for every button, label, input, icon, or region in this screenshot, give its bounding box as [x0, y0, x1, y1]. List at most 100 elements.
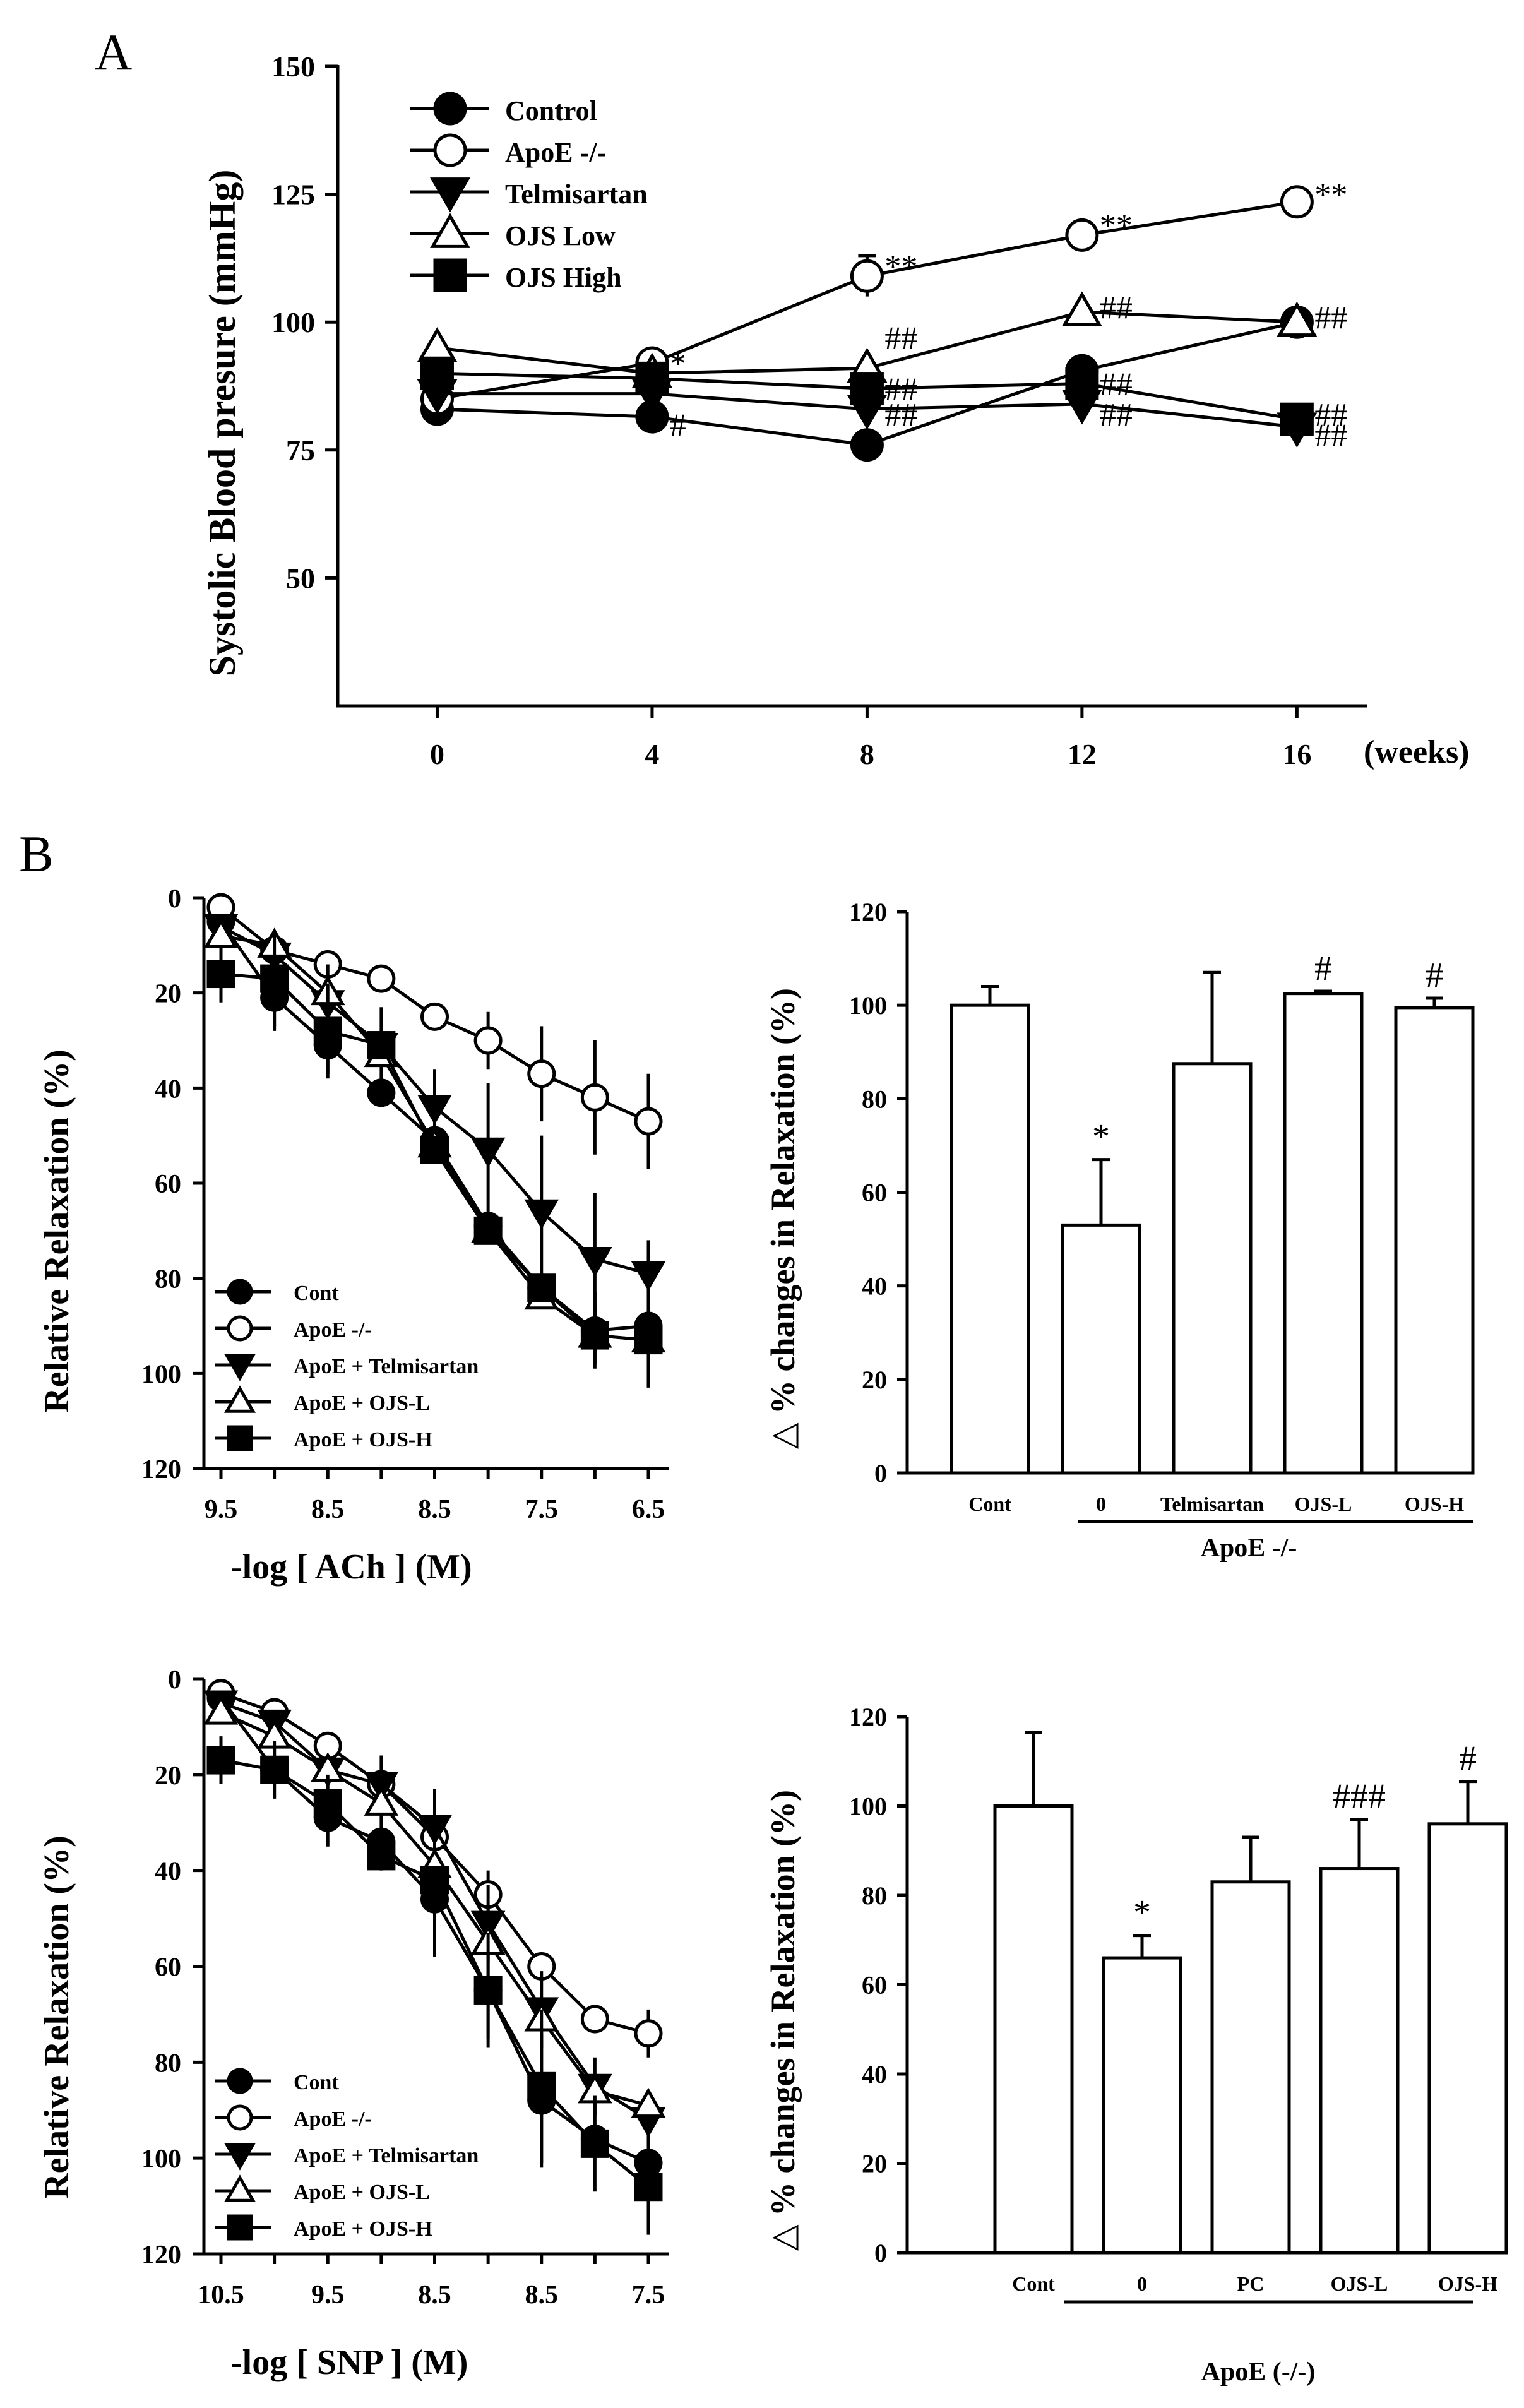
data-point	[470, 1137, 506, 1168]
data-point	[473, 1026, 503, 1055]
category-label: Cont	[968, 1493, 1011, 1515]
panel-a-legend-marker	[433, 133, 467, 167]
panel-a-x-tick-label: 16	[1282, 738, 1311, 770]
data-point	[580, 2005, 609, 2034]
panel-a-data-point	[1277, 301, 1318, 337]
panel-a-legend-label: OJS High	[505, 262, 622, 293]
category-label: OJS-L	[1331, 2272, 1388, 2295]
x-tick-label: 7.5	[632, 2280, 665, 2310]
panel-a-axes	[336, 65, 1367, 708]
y-tick-label: 0	[168, 1666, 181, 1695]
significance-mark: ###	[1333, 1777, 1386, 1816]
data-point	[260, 964, 289, 993]
legend-marker	[223, 1354, 256, 1381]
panel-a-data-point	[1280, 402, 1314, 436]
panel-a-significance-mark: ##	[1314, 417, 1347, 453]
data-point	[578, 1247, 612, 1277]
data-point	[203, 1695, 239, 1725]
y-tick-label: 40	[155, 1075, 181, 1104]
data-point	[634, 2019, 663, 2048]
bar	[1210, 1880, 1291, 2255]
panel-a-data-point	[1065, 366, 1099, 400]
panel-a-legend-marker	[430, 213, 470, 248]
category-label: OJS-H	[1405, 1493, 1464, 1515]
panel-b3-y-axis-title: Relative Relaxation (%)	[37, 1835, 76, 2198]
panel-a-data-point	[1061, 291, 1102, 326]
legend-label: ApoE + OJS-L	[294, 2181, 430, 2204]
panel-b3-series	[203, 1679, 666, 2235]
significance-mark: #	[1314, 949, 1332, 988]
panel-a-y-ticks: 50 75 100 125 150	[271, 51, 338, 594]
panel-b1-legend: Cont ApoE -/- ApoE + Telmisartan ApoE + OJS…	[215, 1279, 479, 1451]
y-tick-label: 60	[155, 1953, 181, 1982]
y-tick-label: 40	[862, 2060, 887, 2089]
category-label: Telmisartan	[1160, 1493, 1264, 1515]
y-tick-label: 100	[849, 991, 887, 1020]
data-point	[527, 2071, 556, 2101]
panel-a-significance-mark: ##	[884, 372, 917, 408]
panel-a-significance-mark: ##	[884, 397, 917, 433]
significance-mark: #	[1426, 956, 1443, 995]
y-tick-label: 120	[849, 1703, 887, 1731]
bar	[1283, 992, 1364, 1475]
x-tick-label: 8.5	[311, 1495, 345, 1524]
data-point	[473, 1976, 503, 2005]
panel-a-y-tick-label: 50	[286, 562, 315, 594]
legend-marker	[223, 2143, 256, 2171]
panel-a-significance-mark: **	[1314, 177, 1347, 213]
legend-label: ApoE + Telmisartan	[294, 2144, 479, 2167]
legend-marker	[227, 2104, 253, 2131]
y-tick-label: 0	[874, 2239, 887, 2267]
panel-b2-y-ticks: 0 20 40 60 80 100 120	[849, 898, 907, 1487]
panel-b3-y-ticks: 0 20 40 60 80 100 120	[141, 1666, 204, 2270]
y-tick-label: 20	[862, 1366, 887, 1394]
y-tick-label: 80	[155, 1265, 181, 1294]
y-tick-label: 120	[141, 1455, 181, 1484]
panel-b4-snp-bars: △ % changes in Relaxation (%) ApoE (-/-)…	[764, 1703, 1508, 2387]
panel-a-data-point	[635, 361, 669, 395]
data-point	[580, 1321, 609, 1350]
x-tick-label: 10.5	[198, 2280, 244, 2310]
panel-b3-snp-curve: Relative Relaxation (%) -log [ SNP ] (M)…	[37, 1666, 669, 2382]
panel-b4-bars: Cont 0 * PC OJS-L ### OJS-H #	[993, 1731, 1508, 2295]
legend-label: ApoE + OJS-L	[294, 1392, 430, 1415]
panel-b1-series	[203, 893, 666, 1388]
panel-a-legend-marker	[433, 258, 467, 292]
panel-b3-axes	[202, 1679, 669, 2256]
y-tick-label: 100	[141, 1360, 181, 1389]
y-tick-label: 40	[155, 1857, 181, 1886]
panel-a-data-point	[850, 259, 884, 293]
y-tick-label: 80	[862, 1881, 887, 1910]
category-label: Cont	[1012, 2272, 1055, 2295]
y-tick-label: 120	[141, 2241, 181, 2270]
significance-mark: *	[1092, 1118, 1110, 1157]
data-point	[527, 1059, 556, 1088]
panel-b3-x-axis-title: -log [ SNP ] (M)	[230, 2343, 468, 2382]
y-tick-label: 20	[155, 980, 181, 1009]
data-point	[524, 1199, 559, 1230]
data-point	[527, 1273, 556, 1302]
x-tick-label: 8.5	[418, 1495, 451, 1524]
data-point	[206, 960, 235, 989]
data-point	[631, 1261, 666, 1292]
bar	[1102, 1956, 1182, 2255]
legend-label: ApoE + OJS-H	[294, 1428, 432, 1451]
legend-marker	[227, 1279, 253, 1305]
data-point	[417, 1094, 452, 1125]
y-tick-label: 100	[141, 2145, 181, 2174]
legend-label: ApoE -/-	[294, 1318, 372, 1342]
data-point	[631, 2087, 666, 2118]
bar	[1427, 1822, 1508, 2255]
data-point	[420, 1002, 449, 1031]
y-tick-label: 0	[168, 885, 181, 914]
data-point	[367, 1078, 396, 1107]
panel-a-label: A	[95, 23, 132, 81]
panel-a-data-point	[420, 356, 454, 390]
panel-b4-y-axis-title: △ % changes in Relaxation (%)	[764, 1790, 802, 2251]
data-point	[634, 2173, 663, 2202]
panel-b4-group-label: ApoE (-/-)	[1201, 2357, 1316, 2387]
data-point	[417, 1815, 452, 1845]
legend-label: Cont	[294, 2071, 339, 2094]
panel-a-legend: Control ApoE -/- Telmisartan OJS Low OJS Hig…	[410, 92, 648, 293]
